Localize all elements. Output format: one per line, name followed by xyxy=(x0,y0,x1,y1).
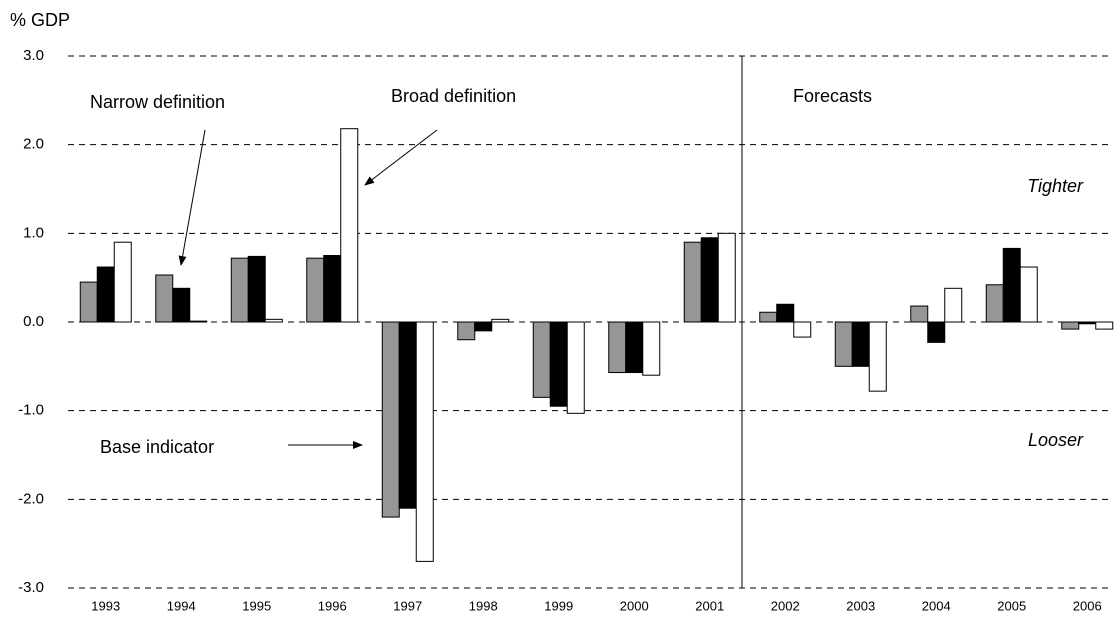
bar xyxy=(96,266,115,323)
bar xyxy=(834,321,853,367)
bar xyxy=(306,257,325,323)
bar xyxy=(474,321,493,332)
bar xyxy=(851,321,870,367)
annotation: Base indicator xyxy=(100,437,214,457)
bar xyxy=(927,321,946,343)
bar xyxy=(340,128,359,323)
arrow xyxy=(364,129,438,186)
x-tick-label: 2004 xyxy=(922,598,951,613)
bar xyxy=(700,237,719,323)
bar xyxy=(1002,247,1021,323)
y-tick-label: 3.0 xyxy=(23,47,44,64)
bar xyxy=(776,303,795,323)
y-tick-label: -3.0 xyxy=(18,579,44,596)
bar xyxy=(793,321,812,338)
bar xyxy=(566,321,585,414)
bar xyxy=(1078,321,1097,325)
bar xyxy=(457,321,476,341)
bar xyxy=(717,232,736,323)
bar xyxy=(155,274,174,323)
bar xyxy=(985,284,1004,323)
y-tick-label: 1.0 xyxy=(23,224,44,241)
annotation: Broad definition xyxy=(391,86,516,106)
bar xyxy=(491,318,510,323)
bar xyxy=(323,255,342,323)
bar xyxy=(944,287,963,323)
x-tick-label: 1997 xyxy=(393,598,422,613)
y-tick-label: -2.0 xyxy=(18,490,44,507)
bar xyxy=(398,321,417,509)
y-axis-label: % GDP xyxy=(10,10,70,30)
x-tick-label: 2003 xyxy=(846,598,875,613)
bar xyxy=(172,287,191,323)
x-tick-label: 2001 xyxy=(695,598,724,613)
x-tick-label: 2002 xyxy=(771,598,800,613)
x-tick-label: 1994 xyxy=(167,598,196,613)
bar xyxy=(230,257,249,323)
annotation: Narrow definition xyxy=(90,92,225,112)
arrow xyxy=(178,129,206,266)
bar xyxy=(683,241,702,323)
bar xyxy=(625,321,644,374)
bar xyxy=(1095,321,1114,330)
bar xyxy=(759,311,778,323)
x-tick-label: 1996 xyxy=(318,598,347,613)
bar xyxy=(113,241,132,323)
x-tick-label: 1998 xyxy=(469,598,498,613)
bar xyxy=(381,321,400,518)
x-tick-label: 1999 xyxy=(544,598,573,613)
x-tick-label: 2005 xyxy=(997,598,1026,613)
bar xyxy=(642,321,661,376)
bar xyxy=(1019,266,1038,323)
x-tick-label: 1993 xyxy=(91,598,120,613)
bar xyxy=(868,321,887,392)
bar xyxy=(264,318,283,323)
x-tick-label: 2000 xyxy=(620,598,649,613)
y-tick-label: 2.0 xyxy=(23,136,44,153)
bar xyxy=(1061,321,1080,330)
bar xyxy=(910,305,929,323)
x-tick-label: 2006 xyxy=(1073,598,1102,613)
x-tick-label: 1995 xyxy=(242,598,271,613)
bar xyxy=(415,321,434,562)
bar xyxy=(189,320,208,323)
annotation: Tighter xyxy=(1027,176,1084,196)
annotation: Looser xyxy=(1028,430,1084,450)
bar xyxy=(79,281,98,323)
annotation: Forecasts xyxy=(793,86,872,106)
bar xyxy=(608,321,627,374)
y-tick-label: 0.0 xyxy=(23,313,44,330)
bar xyxy=(549,321,568,407)
bar xyxy=(532,321,551,398)
bar xyxy=(247,255,266,323)
y-tick-label: -1.0 xyxy=(18,402,44,419)
